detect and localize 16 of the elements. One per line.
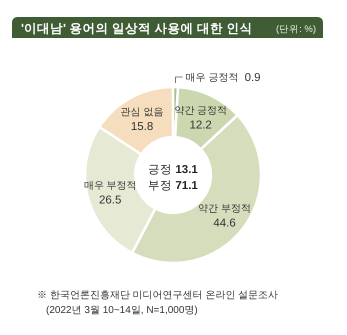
text: ※ 한국언론진흥재단 미디어연구센터 온라인 설문조사	[37, 290, 278, 301]
text: 부정 71.1	[148, 180, 198, 192]
slice-label: 약간 긍정적	[174, 105, 228, 116]
slice-label: 매우 부정적	[84, 180, 137, 192]
text: (단위: %)	[276, 24, 316, 35]
text: 긍정 13.1	[148, 164, 198, 176]
slice-label: 매우 긍정적	[186, 72, 238, 84]
data-label: 15.8	[130, 120, 154, 133]
data-label: 12.2	[189, 119, 212, 132]
slice-label: 약간 부정적	[198, 203, 251, 214]
data-label: 26.5	[98, 194, 122, 206]
text: (2022년 3월 10~14일, N=1,000명)	[46, 305, 198, 316]
data-label: 0.9	[244, 72, 261, 84]
chart-title: '이대남' 용어의 일상적 사용에 대한 인식	[21, 22, 252, 36]
data-label: 44.6	[213, 217, 236, 230]
slice-label: 관심 없음	[120, 106, 164, 118]
